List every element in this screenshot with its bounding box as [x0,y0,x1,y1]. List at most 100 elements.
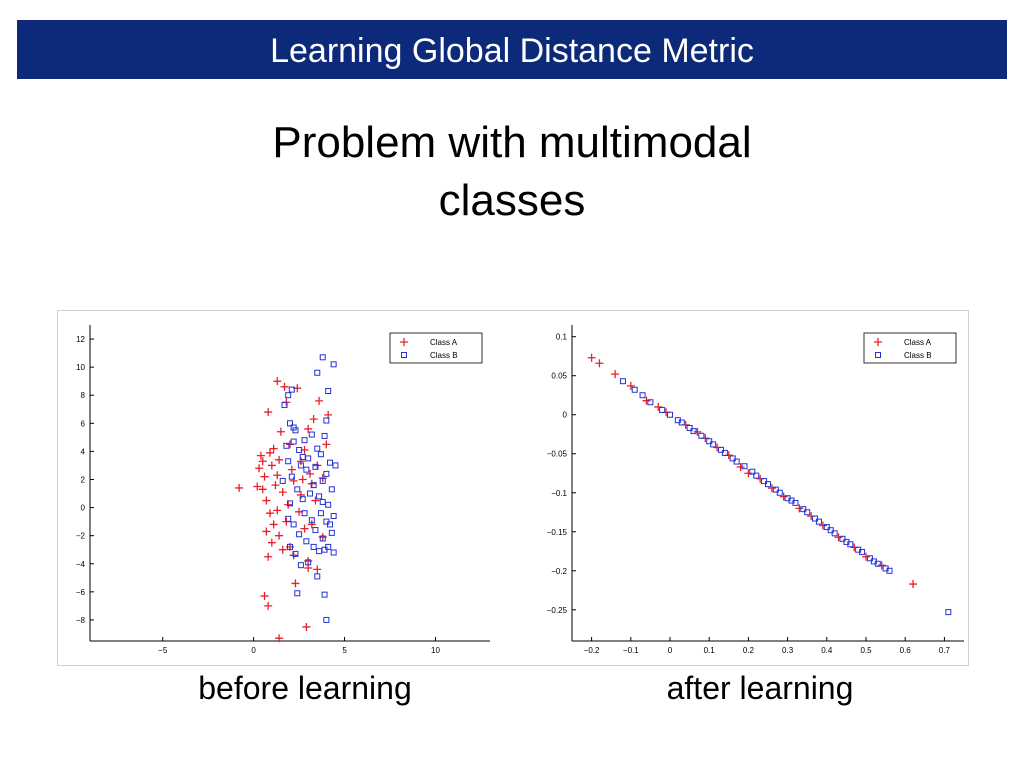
class-a-point [834,533,843,542]
class-a-point [795,504,804,513]
class-b-point [299,496,306,503]
x-tick-label: 0.4 [821,646,833,655]
class-a-point [300,524,309,533]
y-tick-label: 6 [81,419,86,428]
class-b-point [827,527,834,534]
class-b-point [323,616,330,623]
class-a-point [275,455,284,464]
class-a-point [264,552,273,561]
class-b-point [945,609,952,616]
class-b-point [308,431,315,438]
class-b-point [815,518,822,525]
class-a-point [264,408,273,417]
y-tick-label: −0.15 [547,528,568,537]
class-a-point [267,461,276,470]
y-tick-label: −6 [76,588,86,597]
x-tick-label: 0 [668,646,673,655]
class-a-point [278,545,287,554]
class-a-point [258,485,267,494]
class-a-point [287,465,296,474]
class-a-point [307,479,316,488]
class-a-point [862,552,870,561]
class-a-point [909,580,918,589]
class-a-point [291,579,300,588]
class-a-point [266,448,274,457]
class-a-point [744,469,753,478]
class-b-point [319,354,326,361]
class-b-point [312,463,319,470]
class-b-point [839,535,846,542]
figure-frame [57,310,969,666]
class-b-point [792,499,799,506]
class-b-point [303,466,310,473]
class-b-point [330,361,337,368]
class-b-point [761,478,768,485]
x-tick-label: 5 [342,646,347,655]
legend-label: Class B [430,351,458,360]
caption-before-learning: before learning [198,670,412,706]
class-b-point [301,437,308,444]
class-a-point [306,469,314,478]
class-b-point [323,470,330,477]
class-a-point [260,472,269,481]
class-b-point [325,388,332,395]
legend-marker-class-a [874,338,882,346]
class-b-point [619,378,626,385]
class-b-point [285,392,292,399]
class-b-point [859,549,866,556]
class-a-point [255,464,264,473]
class-a-point [877,561,886,570]
y-tick-label: 8 [81,391,86,400]
class-b-point [305,559,312,566]
caption-after-learning: after learning [666,670,854,706]
slide-title: Learning Global Distance Metric [270,32,754,70]
class-b-point [305,455,312,462]
class-b-point [325,501,332,508]
y-tick-label: 0.05 [551,372,567,381]
class-a-point [313,565,322,574]
class-b-point [812,515,819,522]
class-b-point [294,486,301,493]
class-b-point [314,445,321,452]
class-a-point [266,509,274,518]
y-tick-label: −0.2 [551,567,567,576]
legend-label: Class A [430,338,458,347]
y-tick-label: −2 [76,532,86,541]
class-a-point [275,634,284,643]
legend-marker-class-b [875,352,881,358]
class-a-point [654,402,663,411]
class-b-point [659,407,666,414]
class-a-point [693,427,702,436]
class-a-point [271,481,280,490]
class-a-point [273,506,282,515]
x-tick-label: −5 [158,646,168,655]
class-b-point [285,515,292,522]
scatter-before-learning: −5 0 5 10 −8 −6 −4 −2 0 2 4 6 8 10 12 Class A Class B [76,325,490,655]
class-b-point [800,506,807,513]
class-b-point [804,509,811,516]
scatter-after-learning: −0.2 −0.1 0 0.1 0.2 0.3 0.4 0.5 0.6 0.7 0.1 0.05 0 −0… [547,325,964,655]
class-b-point [317,451,324,458]
class-b-point [328,529,335,536]
class-b-point [328,486,335,493]
class-b-point [288,473,295,480]
class-a-point [267,538,276,547]
class-b-point [310,482,317,489]
y-tick-label: −4 [76,560,86,569]
class-b-point [301,510,308,517]
class-b-point [317,510,324,517]
y-tick-label: −8 [76,616,86,625]
class-b-point [631,386,638,393]
x-tick-label: 0.2 [743,646,755,655]
x-tick-label: 0.5 [860,646,872,655]
class-b-point [886,567,893,574]
class-b-point [294,590,301,597]
x-tick-label: 0.6 [900,646,912,655]
class-b-point [710,441,717,448]
class-b-point [741,463,748,470]
class-b-point [296,531,303,538]
class-b-point [290,438,297,445]
class-b-point [314,573,321,580]
class-b-point [327,459,333,466]
class-a-point [278,488,287,497]
